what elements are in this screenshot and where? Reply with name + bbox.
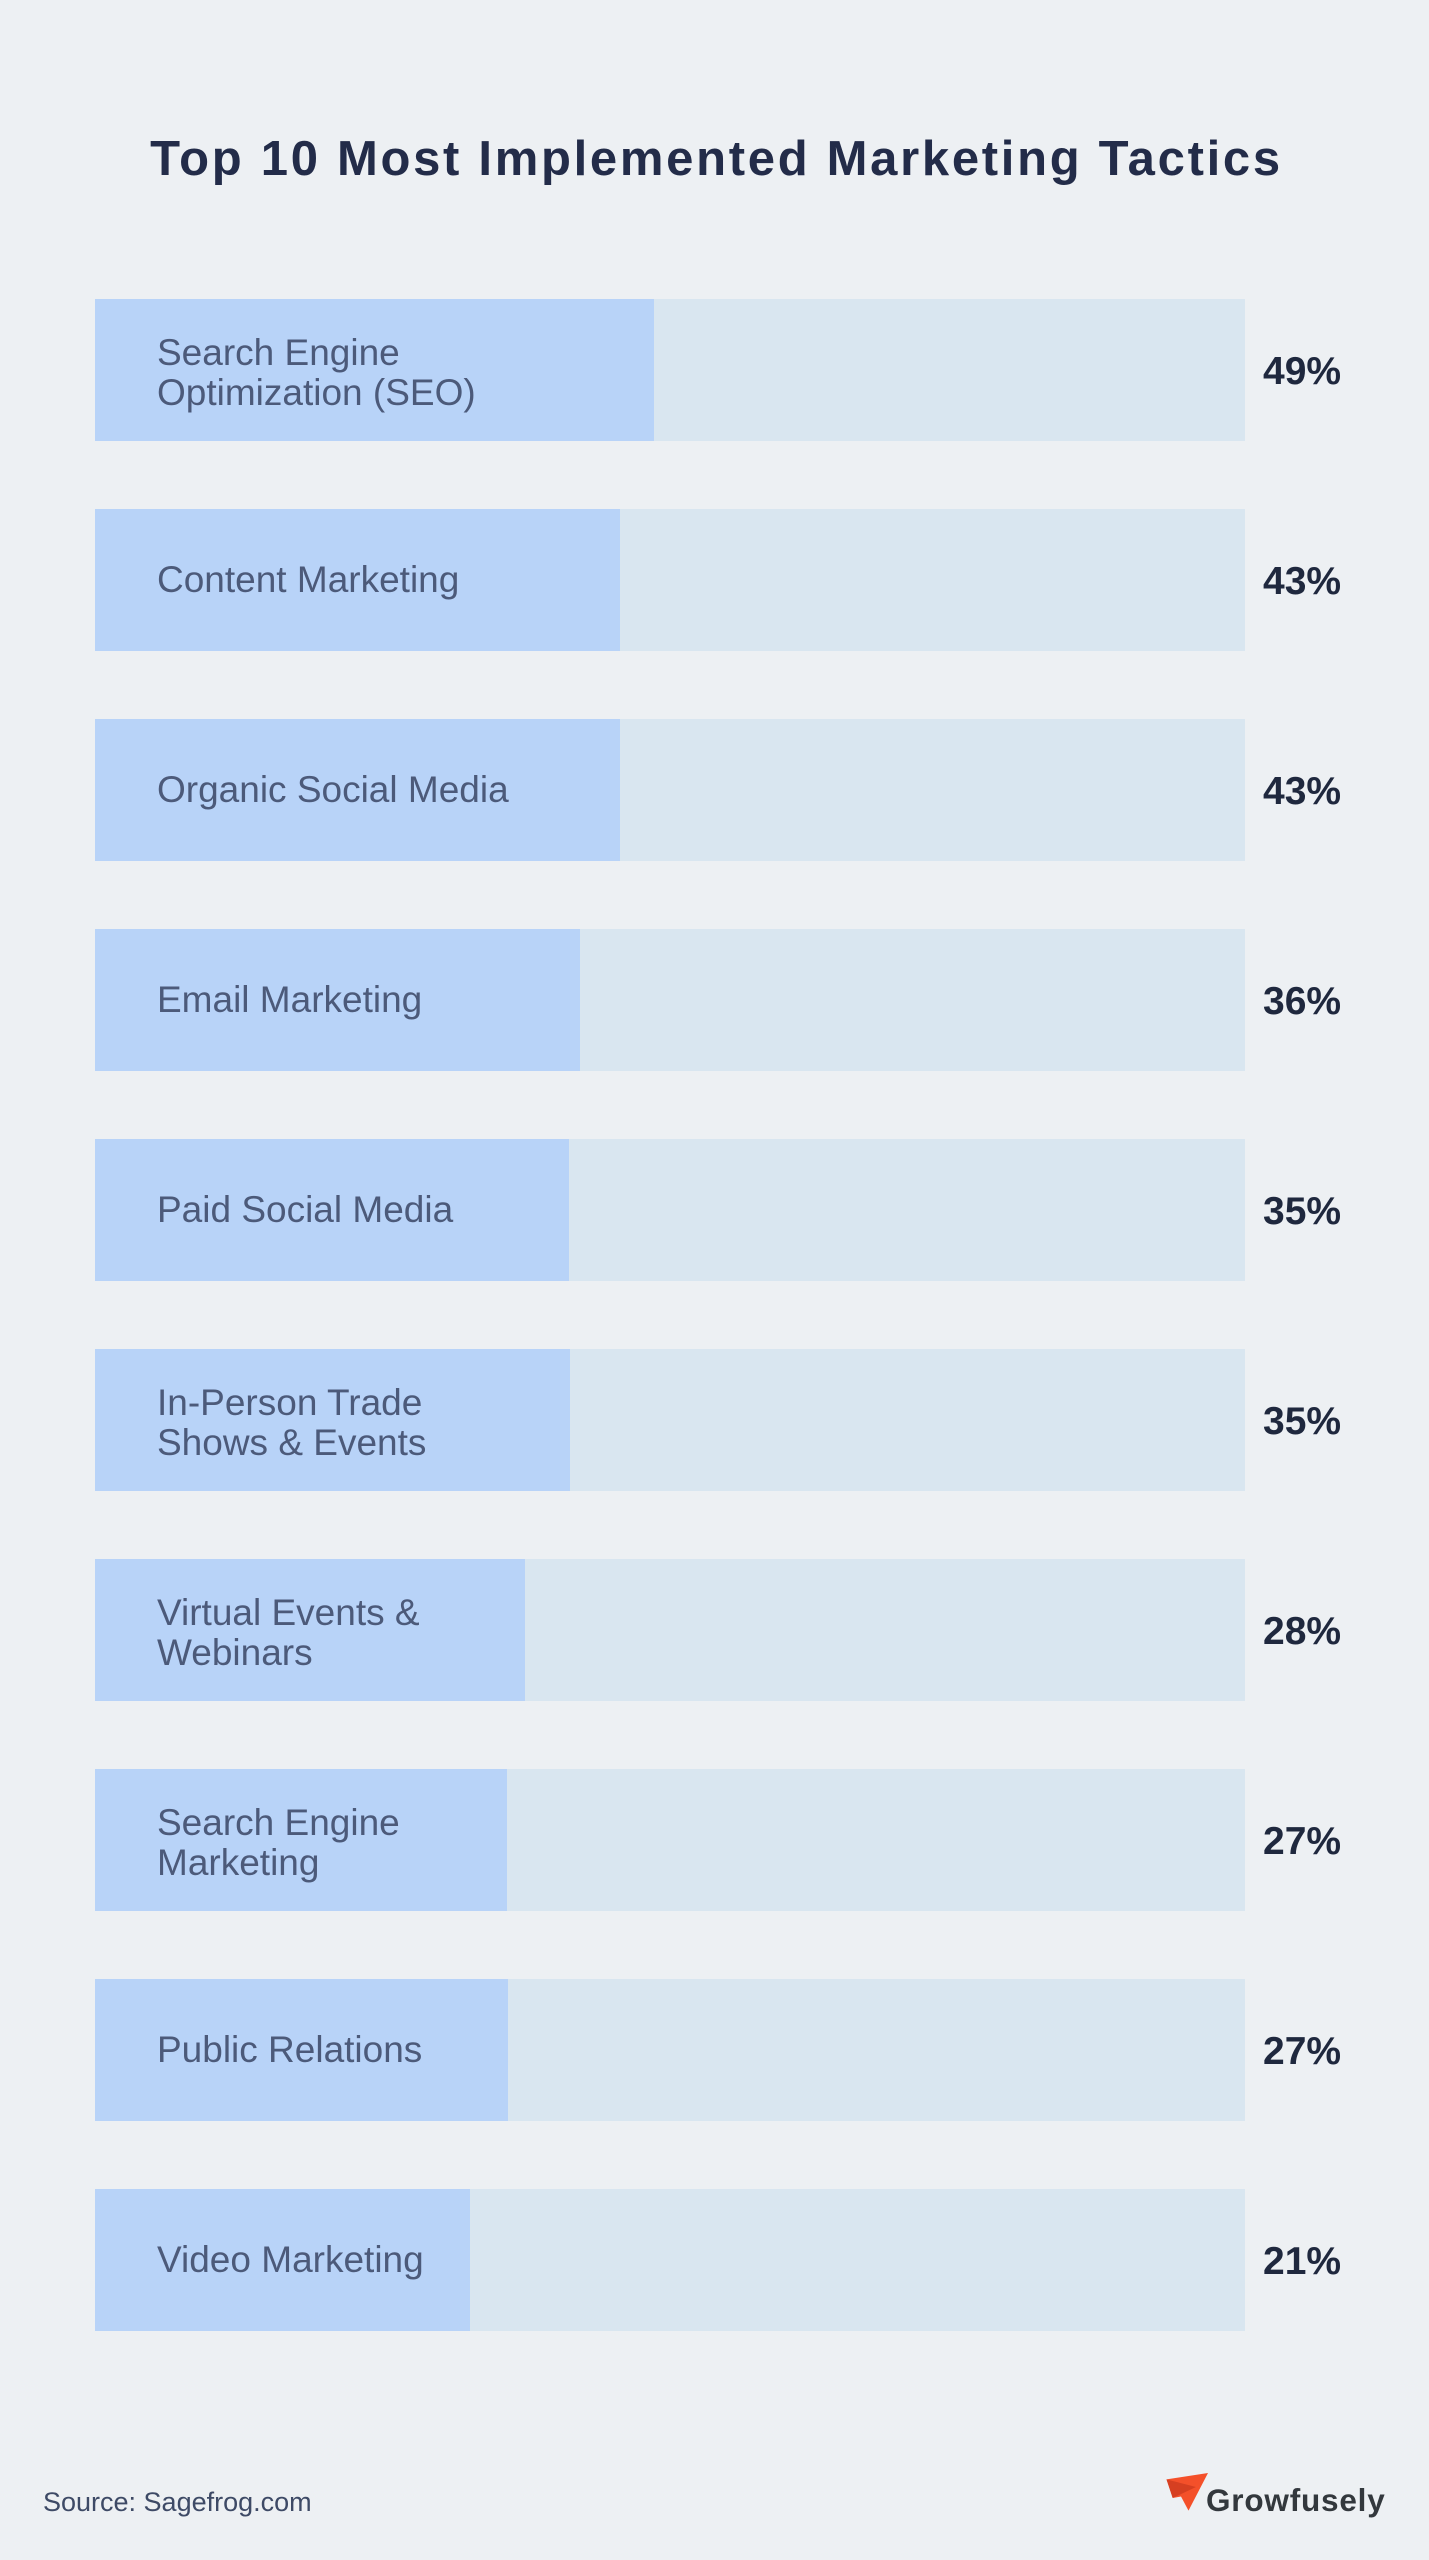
svg-text:Growfusely: Growfusely xyxy=(1206,2482,1386,2518)
